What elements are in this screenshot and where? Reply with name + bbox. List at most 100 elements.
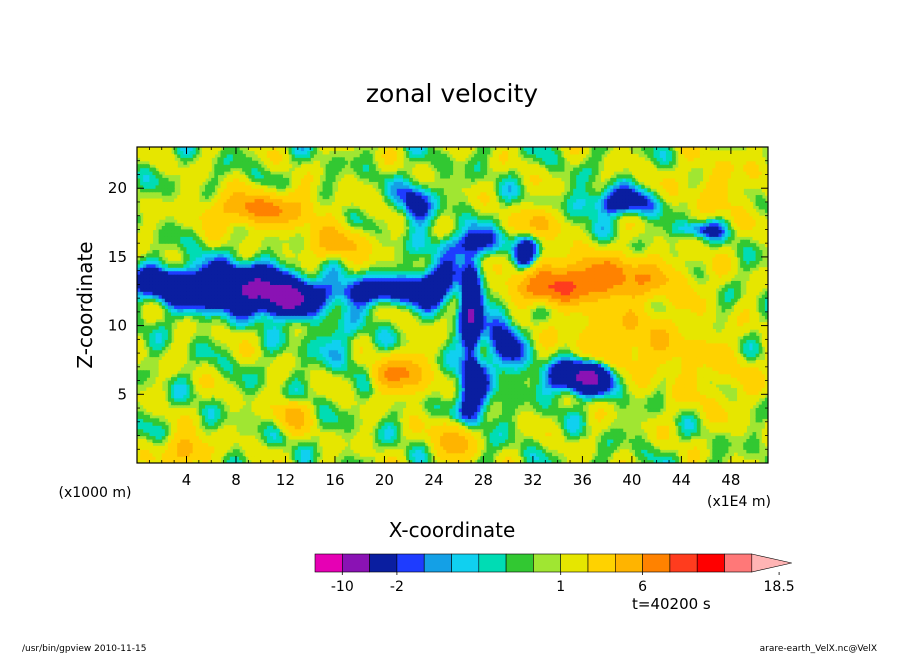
- heatmap-cell: [183, 222, 188, 227]
- heatmap-cell: [183, 353, 188, 358]
- heatmap-cell: [223, 267, 228, 272]
- heatmap-cell: [220, 308, 225, 313]
- heatmap-cell: [174, 332, 178, 337]
- heatmap-cell: [239, 291, 243, 296]
- heatmap-cell: [242, 384, 246, 389]
- heatmap-cell: [201, 449, 206, 454]
- heatmap-cell: [183, 270, 188, 275]
- heatmap-cell: [186, 432, 191, 437]
- heatmap-cell: [174, 205, 178, 210]
- heatmap-cell: [192, 456, 197, 461]
- heatmap-cell: [192, 353, 197, 358]
- heatmap-cell: [180, 177, 184, 182]
- heatmap-cell: [161, 370, 166, 375]
- heatmap-cell: [171, 222, 175, 227]
- heatmap-cell: [232, 425, 237, 430]
- heatmap-cell: [273, 353, 277, 358]
- heatmap-cell: [251, 315, 256, 320]
- heatmap-cell: [137, 421, 141, 426]
- heatmap-cell: [220, 380, 225, 385]
- heatmap-cell: [223, 318, 228, 323]
- heatmap-cell: [195, 384, 200, 389]
- heatmap-cell: [198, 445, 203, 450]
- heatmap-cell: [248, 438, 253, 443]
- heatmap-cell: [211, 384, 215, 389]
- heatmap-cell: [260, 205, 265, 210]
- heatmap-cell: [177, 329, 181, 334]
- heatmap-cell: [177, 442, 181, 447]
- heatmap-cell: [171, 153, 175, 158]
- heatmap-cell: [137, 329, 141, 334]
- heatmap-cell: [155, 263, 160, 268]
- heatmap-cell: [220, 236, 225, 241]
- heatmap-cell: [229, 428, 234, 433]
- heatmap-cell: [208, 232, 212, 237]
- heatmap-cell: [137, 452, 141, 457]
- heatmap-cell: [146, 270, 150, 275]
- heatmap-cell: [217, 411, 222, 416]
- heatmap-cell: [171, 236, 175, 241]
- heatmap-cell: [279, 380, 283, 385]
- heatmap-cell: [195, 370, 200, 375]
- heatmap-cell: [149, 346, 154, 351]
- heatmap-cell: [232, 208, 237, 213]
- heatmap-cell: [137, 219, 141, 224]
- heatmap-cell: [223, 253, 228, 258]
- heatmap-cell: [208, 181, 212, 186]
- heatmap-cell: [192, 215, 197, 220]
- heatmap-cell: [161, 335, 166, 340]
- heatmap-cell: [226, 359, 231, 364]
- heatmap-cell: [232, 394, 237, 399]
- heatmap-cell: [239, 318, 243, 323]
- heatmap-cell: [205, 404, 209, 409]
- heatmap-cell: [192, 287, 197, 292]
- heatmap-cell: [260, 256, 265, 261]
- heatmap-cell: [155, 157, 160, 162]
- heatmap-cell: [146, 181, 150, 186]
- heatmap-cell: [229, 294, 234, 299]
- heatmap-cell: [158, 342, 163, 347]
- heatmap-cell: [229, 195, 234, 200]
- heatmap-cell: [235, 408, 240, 413]
- heatmap-cell: [260, 298, 265, 303]
- heatmap-cell: [164, 404, 169, 409]
- heatmap-cell: [214, 239, 219, 244]
- heatmap-cell: [186, 401, 191, 406]
- heatmap-cell: [248, 445, 253, 450]
- heatmap-cell: [155, 150, 160, 155]
- heatmap-cell: [251, 298, 256, 303]
- heatmap-cell: [161, 329, 166, 334]
- heatmap-cell: [235, 404, 240, 409]
- heatmap-cell: [183, 397, 188, 402]
- heatmap-cell: [171, 311, 175, 316]
- heatmap-cell: [192, 184, 197, 189]
- heatmap-cell: [152, 390, 157, 395]
- heatmap-cell: [186, 167, 191, 172]
- heatmap-cell: [239, 250, 243, 255]
- heatmap-cell: [217, 325, 222, 330]
- heatmap-cell: [143, 246, 147, 251]
- heatmap-cell: [257, 167, 262, 172]
- heatmap-cell: [229, 363, 234, 368]
- heatmap-cell: [192, 294, 197, 299]
- heatmap-cell: [149, 456, 154, 461]
- heatmap-cell: [273, 188, 277, 193]
- heatmap-cell: [137, 432, 141, 437]
- heatmap-cell: [214, 421, 219, 426]
- heatmap-cell: [143, 311, 147, 316]
- heatmap-cell: [211, 287, 215, 292]
- heatmap-cell: [232, 377, 237, 382]
- heatmap-cell: [152, 452, 157, 457]
- heatmap-cell: [245, 390, 249, 395]
- heatmap-cell: [251, 263, 256, 268]
- heatmap-cell: [186, 287, 191, 292]
- heatmap-cell: [189, 329, 194, 334]
- heatmap-cell: [171, 428, 175, 433]
- heatmap-cell: [183, 342, 188, 347]
- heatmap-cell: [220, 157, 225, 162]
- heatmap-cell: [211, 401, 215, 406]
- heatmap-cell: [285, 181, 290, 186]
- heatmap-cell: [220, 191, 225, 196]
- heatmap-cell: [183, 384, 188, 389]
- heatmap-cell: [211, 411, 215, 416]
